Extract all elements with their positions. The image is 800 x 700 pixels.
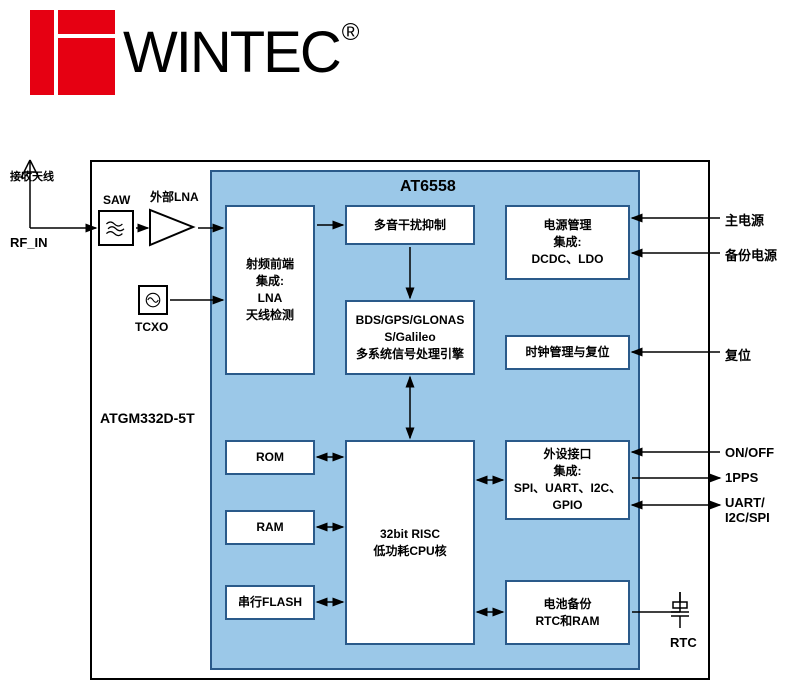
block-rf-frontend: 射频前端 集成: LNA 天线检测	[225, 205, 315, 375]
label-backup-power: 备份电源	[725, 245, 777, 264]
label-1pps: 1PPS	[725, 470, 758, 485]
block-multitone: 多音干扰抑制	[345, 205, 475, 245]
label-onoff: ON/OFF	[725, 445, 774, 460]
lna-label: 外部LNA	[150, 188, 199, 205]
block-clock-reset: 时钟管理与复位	[505, 335, 630, 370]
saw-filter	[98, 210, 134, 246]
tcxo-label: TCXO	[135, 320, 168, 334]
logo-mark	[30, 10, 115, 95]
label-rfin: RF_IN	[10, 235, 48, 250]
label-uart: UART/ I2C/SPI	[725, 495, 770, 525]
block-power-mgmt: 电源管理 集成: DCDC、LDO	[505, 205, 630, 280]
label-antenna: 接收天线	[10, 168, 54, 184]
label-rtc: RTC	[670, 635, 697, 650]
tcxo-osc	[138, 285, 168, 315]
label-main-power: 主电源	[725, 210, 764, 229]
block-ram: RAM	[225, 510, 315, 545]
block-peripheral: 外设接口 集成: SPI、UART、I2C、 GPIO	[505, 440, 630, 520]
block-rom: ROM	[225, 440, 315, 475]
saw-label: SAW	[103, 193, 130, 207]
label-reset: 复位	[725, 345, 751, 364]
logo-text: WINTEC®	[123, 19, 357, 86]
block-diagram: ATGM332D-5T AT6558 射频前端 集成: LNA 天线检测 多音干…	[10, 150, 790, 690]
block-flash: 串行FLASH	[225, 585, 315, 620]
block-battery: 电池备份 RTC和RAM	[505, 580, 630, 645]
chip-label: AT6558	[400, 178, 456, 196]
module-label: ATGM332D-5T	[100, 410, 195, 426]
logo: WINTEC®	[30, 10, 357, 95]
block-cpu: 32bit RISC 低功耗CPU核	[345, 440, 475, 645]
block-signal-engine: BDS/GPS/GLONAS S/Galileo 多系统信号处理引擎	[345, 300, 475, 375]
